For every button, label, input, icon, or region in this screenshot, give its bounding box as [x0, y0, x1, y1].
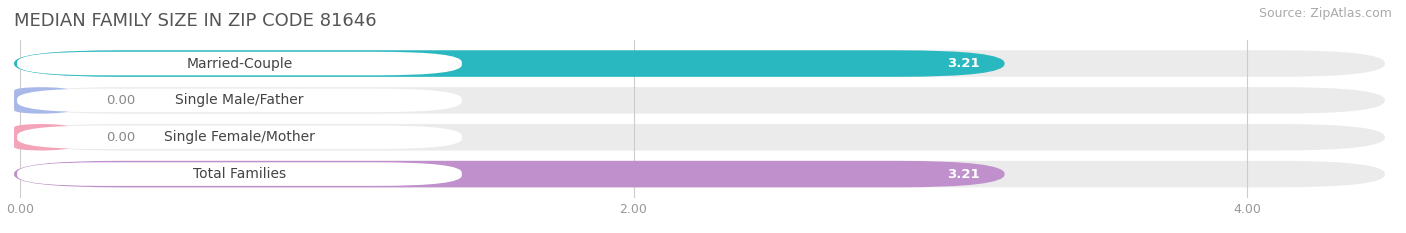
Text: 3.21: 3.21 [948, 57, 980, 70]
FancyBboxPatch shape [14, 161, 1005, 187]
FancyBboxPatch shape [14, 50, 1385, 77]
FancyBboxPatch shape [14, 124, 69, 151]
FancyBboxPatch shape [17, 125, 461, 149]
FancyBboxPatch shape [17, 162, 461, 186]
FancyBboxPatch shape [14, 50, 1005, 77]
FancyBboxPatch shape [17, 52, 461, 75]
Text: Single Female/Mother: Single Female/Mother [165, 130, 315, 144]
Text: MEDIAN FAMILY SIZE IN ZIP CODE 81646: MEDIAN FAMILY SIZE IN ZIP CODE 81646 [14, 12, 377, 30]
FancyBboxPatch shape [14, 124, 1385, 151]
Text: Total Families: Total Families [193, 167, 285, 181]
FancyBboxPatch shape [14, 87, 69, 114]
Text: Single Male/Father: Single Male/Father [176, 93, 304, 107]
Text: 0.00: 0.00 [105, 94, 135, 107]
FancyBboxPatch shape [14, 87, 1385, 114]
Text: Source: ZipAtlas.com: Source: ZipAtlas.com [1258, 7, 1392, 20]
Text: Married-Couple: Married-Couple [187, 57, 292, 71]
FancyBboxPatch shape [14, 161, 1385, 187]
FancyBboxPatch shape [17, 89, 461, 112]
Text: 3.21: 3.21 [948, 168, 980, 181]
Text: 0.00: 0.00 [105, 131, 135, 144]
